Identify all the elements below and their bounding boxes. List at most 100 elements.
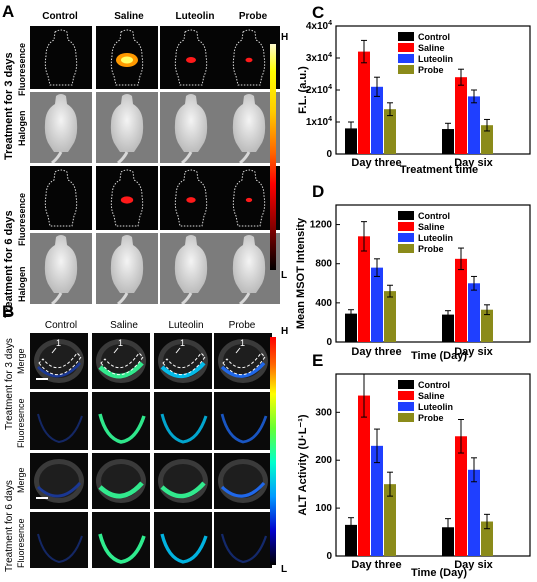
chart-c-legend-swatch bbox=[398, 43, 414, 52]
chart-d-bar bbox=[442, 314, 454, 342]
chart-c-ytick-label: 3x104 bbox=[306, 52, 332, 64]
chart-c-legend-swatch bbox=[398, 65, 414, 74]
chart-c-bar bbox=[481, 125, 493, 154]
panel-letter-c: C bbox=[312, 3, 324, 22]
chart-e-category-label: Day six bbox=[454, 559, 493, 571]
chart-e-bar bbox=[468, 469, 480, 556]
panel-b-scale-bar bbox=[36, 378, 48, 380]
chart-d-frame bbox=[335, 204, 531, 343]
panel-a-col-luteolin: Luteolin bbox=[175, 11, 215, 22]
panel-a-fluor-3d-control-image bbox=[30, 26, 92, 89]
chart-c-ytick-label: 1x104 bbox=[306, 116, 332, 128]
panel-b-merge-6d-luteolin-image bbox=[154, 453, 212, 509]
panel-b-annotation-1: 1 bbox=[56, 338, 61, 348]
chart-d-legend-label: Saline bbox=[418, 222, 445, 232]
panel-b-col-saline: Saline bbox=[110, 320, 138, 331]
chart-e-category-label: Day three bbox=[351, 559, 401, 571]
panel-b-fluor-6d-probe-image bbox=[214, 512, 272, 568]
chart-c-legend-label: Saline bbox=[418, 43, 445, 53]
chart-d-ytick-label: 1200 bbox=[310, 220, 333, 231]
panel-b-merge-3d-luteolin-image: 1 bbox=[154, 333, 212, 389]
chart-d-legend-swatch bbox=[398, 244, 414, 253]
chart-d-bar bbox=[481, 309, 493, 342]
chart-e-ytick-label: 0 bbox=[326, 551, 332, 562]
chart-c-legend-label: Control bbox=[418, 32, 450, 42]
chart-e-legend-label: Probe bbox=[418, 413, 444, 423]
chart-e-legend-swatch bbox=[398, 413, 414, 422]
chart-e-legend-label: Luteolin bbox=[418, 402, 453, 412]
chart-e-frame bbox=[335, 373, 531, 557]
panel-a-col-saline: Saline bbox=[114, 11, 144, 22]
panel-a-col-probe: Probe bbox=[238, 11, 268, 22]
chart-c-bar bbox=[384, 109, 396, 154]
panel-a-halogen-3d-probe-image bbox=[218, 92, 280, 163]
chart-d-legend-label: Probe bbox=[418, 244, 444, 254]
chart-d-category-label: Day three bbox=[351, 346, 401, 358]
chart-e-bar bbox=[481, 521, 493, 556]
chart-c-ytick-label: 2x104 bbox=[306, 84, 332, 96]
panel-a-fluor-3d-luteolin-image bbox=[160, 26, 222, 89]
chart-e-bar bbox=[384, 484, 396, 556]
chart-e-bar bbox=[442, 527, 454, 556]
panel-b-fluor-3d-control-image bbox=[30, 392, 88, 450]
panel-a-fluor-6d-saline-image bbox=[96, 166, 158, 230]
panel-letter-a: A bbox=[2, 2, 15, 21]
chart-c-ytick-label: 4x104 bbox=[306, 20, 332, 32]
chart-d-legend-label: Control bbox=[418, 211, 450, 221]
panel-b-merge-3d-probe-image: 1 bbox=[214, 333, 272, 389]
chart-d-legend-label: Luteolin bbox=[418, 233, 453, 243]
chart-d-bar bbox=[468, 283, 480, 342]
panel-a-fluor-3d-probe-image bbox=[218, 26, 280, 89]
chart-d-category-label: Day six bbox=[454, 346, 493, 358]
chart-c-legend-label: Probe bbox=[418, 65, 444, 75]
panel-b-merge-3d-control-image: 1 bbox=[30, 333, 88, 389]
chart-e-bar bbox=[455, 436, 467, 556]
chart-e-legend-swatch bbox=[398, 391, 414, 400]
chart-c-bar bbox=[455, 77, 467, 154]
chart-d-ylabel: Mean MSOT Intensity bbox=[295, 217, 307, 329]
panel-a-halogen-3d-saline-image bbox=[96, 92, 158, 163]
chart-c-bar bbox=[371, 86, 383, 154]
panel-b-annotation-1: 1 bbox=[240, 338, 245, 348]
chart-d-legend-swatch bbox=[398, 211, 414, 220]
panel-b-scale-bar bbox=[36, 497, 48, 499]
panel-a-colorbar bbox=[270, 44, 276, 270]
chart-c-xlabel: Treatment time bbox=[400, 164, 478, 176]
panel-b-fluor-3d-saline-image bbox=[92, 392, 150, 450]
panel-b-col-luteolin: Luteolin bbox=[168, 320, 204, 331]
chart-e-ytick-label: 100 bbox=[315, 503, 332, 514]
chart-e-ytick-label: 200 bbox=[315, 455, 332, 466]
chart-c-bar bbox=[358, 51, 370, 154]
chart-c-category-label: Day three bbox=[351, 157, 401, 169]
panel-a-col-control: Control bbox=[42, 11, 78, 22]
chart-d-legend-swatch bbox=[398, 233, 414, 242]
panel-b-fluor-3d-luteolin-image bbox=[154, 392, 212, 450]
panel-b-col-control: Control bbox=[44, 320, 78, 331]
chart-e-bar bbox=[358, 395, 370, 556]
chart-e-ylabel: ALT Activity (U·L⁻¹) bbox=[297, 414, 309, 515]
panel-b-annotation-1: 1 bbox=[118, 338, 123, 348]
chart-c-legend-swatch bbox=[398, 54, 414, 63]
panel-letter-b: B bbox=[2, 302, 15, 321]
panel-a-halogen-3d-control-image bbox=[30, 92, 92, 163]
chart-e-legend-swatch bbox=[398, 402, 414, 411]
chart-d-bar bbox=[371, 267, 383, 342]
chart-e-bar bbox=[345, 524, 357, 556]
panel-a-halogen-6d-probe-image bbox=[218, 233, 280, 304]
panel-a-halogen-3d-luteolin-image bbox=[160, 92, 222, 163]
panel-b-merge-6d-probe-image bbox=[214, 453, 272, 509]
panel-b-merge-6d-control-image bbox=[30, 453, 88, 509]
panel-letter-e: E bbox=[312, 351, 323, 370]
chart-e-legend-label: Control bbox=[418, 380, 450, 390]
panel-b-merge-3d-saline-image: 1 bbox=[92, 333, 150, 389]
panel-b-colorbar-low: L bbox=[281, 564, 288, 575]
chart-c-ylabel: F.L. (a.u.) bbox=[297, 66, 309, 114]
chart-d-bar bbox=[345, 313, 357, 342]
panel-b-fluor-3d-probe-image bbox=[214, 392, 272, 450]
panel-a-halogen-6d-luteolin-image bbox=[160, 233, 222, 304]
panel-b-colorbar-high: H bbox=[281, 326, 289, 337]
panel-a-halogen-6d-control-image bbox=[30, 233, 92, 304]
chart-d-xlabel: Time (Day) bbox=[411, 350, 467, 362]
chart-d-ytick-label: 400 bbox=[315, 298, 332, 309]
